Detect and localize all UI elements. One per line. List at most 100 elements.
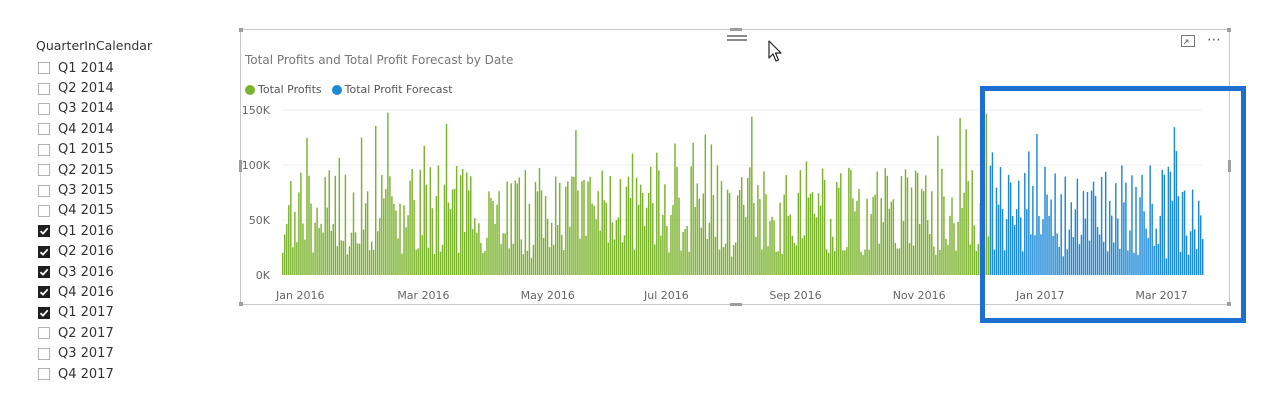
forecast-bar <box>1066 249 1068 275</box>
forecast-bar <box>1167 166 1170 275</box>
forecast-bar <box>1141 174 1143 275</box>
profit-bar <box>603 200 605 275</box>
drag-handle-icon[interactable] <box>727 35 747 43</box>
forecast-bar <box>1020 217 1022 275</box>
forecast-bar <box>1084 218 1087 275</box>
profit-bar <box>858 189 860 275</box>
forecast-bar <box>1108 201 1111 275</box>
x-tick-label: Jan 2016 <box>275 289 324 302</box>
checkbox[interactable] <box>38 102 50 115</box>
forecast-bar <box>1074 209 1077 275</box>
checkbox[interactable] <box>38 286 50 299</box>
slicer-item[interactable]: Q3 2015 <box>36 180 206 200</box>
slicer-item[interactable]: Q2 2014 <box>36 78 206 98</box>
profit-bar <box>356 243 359 275</box>
profit-bar <box>552 244 555 275</box>
profit-bar <box>904 169 907 275</box>
profit-bar <box>314 222 316 275</box>
forecast-bar <box>1181 191 1184 275</box>
checkbox[interactable] <box>38 245 50 258</box>
profit-bar <box>324 177 326 275</box>
profit-bar <box>514 180 516 275</box>
profit-bar <box>334 175 337 275</box>
profit-bar <box>451 189 454 275</box>
more-options-icon[interactable]: ⋯ <box>1207 32 1222 48</box>
profit-bar <box>393 203 395 275</box>
slicer-item[interactable]: Q3 2017 <box>36 343 206 363</box>
checkbox[interactable] <box>38 82 50 95</box>
forecast-bar <box>1070 202 1073 275</box>
x-tick-label: Nov 2016 <box>893 289 946 302</box>
slicer-item[interactable]: Q2 2015 <box>36 160 206 180</box>
checkbox[interactable] <box>38 143 50 156</box>
checkbox[interactable] <box>38 368 50 381</box>
column-chart[interactable]: 0K 50K 100K 150K Jan 2016 Mar 2016 May 2016 Jul… <box>240 100 1230 305</box>
checkbox[interactable] <box>38 347 50 360</box>
checkbox[interactable] <box>38 266 50 279</box>
profit-bar <box>920 189 923 275</box>
profit-bar <box>753 203 755 275</box>
resize-handle-bottom[interactable] <box>730 303 742 306</box>
slicer-item[interactable]: Q2 2017 <box>36 323 206 343</box>
slicer-item[interactable]: Q4 2015 <box>36 201 206 221</box>
profit-bar <box>959 117 961 275</box>
checkbox[interactable] <box>38 225 50 238</box>
profit-bar <box>625 186 628 275</box>
resize-handle-top[interactable] <box>730 28 742 31</box>
checkbox[interactable] <box>38 164 50 177</box>
profit-bar <box>945 238 947 275</box>
resize-handle-top-right[interactable] <box>1227 28 1231 32</box>
forecast-bar <box>1080 234 1083 275</box>
forecast-bar <box>995 187 998 275</box>
forecast-bar <box>1078 244 1081 275</box>
profit-bar <box>929 233 931 275</box>
slicer-item[interactable]: Q1 2016 <box>36 221 206 241</box>
forecast-bar <box>1046 194 1048 275</box>
slicer-item[interactable]: Q3 2016 <box>36 262 206 282</box>
forecast-bar <box>1013 224 1016 275</box>
profit-bar <box>322 232 324 275</box>
profit-bar <box>411 169 413 275</box>
profit-bar <box>819 205 822 275</box>
forecast-bar <box>1143 211 1145 275</box>
slicer-item[interactable]: Q4 2016 <box>36 282 206 302</box>
profit-bar <box>912 245 915 275</box>
legend-item-profits[interactable]: Total Profits <box>245 83 322 96</box>
checkbox[interactable] <box>38 204 50 217</box>
profit-bar <box>399 203 401 275</box>
resize-handle-left[interactable] <box>239 160 242 172</box>
profit-bar <box>658 170 660 275</box>
slicer-item[interactable]: Q3 2014 <box>36 99 206 119</box>
focus-mode-icon[interactable] <box>1181 35 1195 47</box>
resize-handle-top-left[interactable] <box>239 28 243 32</box>
forecast-bar <box>1185 235 1188 275</box>
checkbox[interactable] <box>38 62 50 75</box>
slicer-item[interactable]: Q4 2017 <box>36 364 206 384</box>
slicer-item[interactable]: Q1 2014 <box>36 58 206 78</box>
profit-bar <box>439 251 442 275</box>
profit-bar <box>593 205 595 275</box>
resize-handle-bottom-left[interactable] <box>239 302 243 306</box>
resize-handle-bottom-right[interactable] <box>1227 302 1231 306</box>
slicer-item[interactable]: Q1 2017 <box>36 303 206 323</box>
slicer-item-label: Q4 2017 <box>58 366 114 382</box>
profit-bar <box>364 203 367 275</box>
resize-handle-right[interactable] <box>1228 160 1231 172</box>
slicer-item-label: Q3 2017 <box>58 346 114 362</box>
profit-bar <box>427 247 430 275</box>
slicer-item[interactable]: Q1 2015 <box>36 140 206 160</box>
profit-bar <box>502 233 504 275</box>
checkbox[interactable] <box>38 306 50 319</box>
checkbox[interactable] <box>38 123 50 136</box>
slicer-item[interactable]: Q4 2014 <box>36 119 206 139</box>
checkbox[interactable] <box>38 184 50 197</box>
slicer-item-label: Q1 2014 <box>58 60 114 76</box>
legend-item-forecast[interactable]: Total Profit Forecast <box>331 83 453 96</box>
profit-bar <box>389 176 391 275</box>
checkbox[interactable] <box>38 327 50 340</box>
profit-bar <box>957 221 959 275</box>
slicer-item[interactable]: Q2 2016 <box>36 242 206 262</box>
profit-bar <box>611 222 614 275</box>
forecast-bar <box>1050 199 1052 275</box>
forecast-bar <box>1202 239 1204 275</box>
